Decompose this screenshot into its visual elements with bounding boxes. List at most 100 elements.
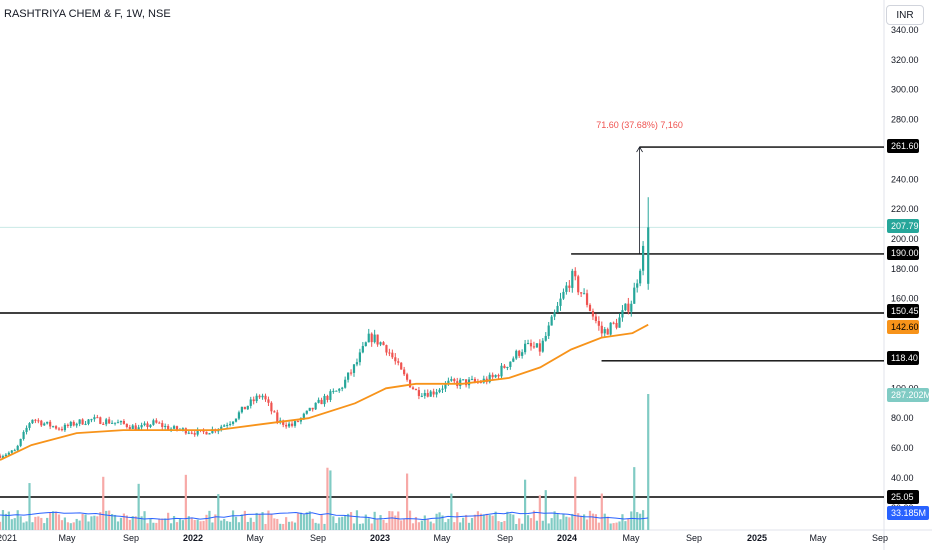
candle-body bbox=[580, 292, 583, 294]
volume-bar bbox=[81, 513, 84, 530]
candle-body bbox=[282, 420, 285, 425]
volume-bar bbox=[90, 516, 93, 530]
volume-bar bbox=[296, 513, 300, 530]
candle-body bbox=[249, 399, 252, 406]
price-marker-bg bbox=[887, 506, 929, 520]
volume-bar bbox=[385, 522, 388, 530]
volume-bar bbox=[559, 519, 562, 530]
price-marker-label: 118.40 bbox=[891, 353, 918, 363]
candle-body bbox=[642, 245, 645, 271]
candle-body bbox=[500, 365, 503, 377]
candle-body bbox=[585, 293, 589, 305]
candle-body bbox=[137, 427, 140, 431]
volume-bar bbox=[500, 522, 503, 530]
candle-body bbox=[102, 423, 105, 425]
volume-bar bbox=[211, 522, 214, 530]
candle-body bbox=[441, 388, 444, 390]
candle-body bbox=[583, 293, 586, 295]
candle-body bbox=[258, 395, 261, 398]
candle-body bbox=[196, 429, 199, 435]
candle-body bbox=[341, 387, 344, 389]
currency-button[interactable]: INR bbox=[886, 5, 924, 25]
candle-body bbox=[344, 379, 347, 388]
candle-body bbox=[60, 429, 64, 431]
candle-body bbox=[311, 407, 314, 410]
volume-bar bbox=[591, 513, 595, 530]
price-tick-label: 60.00 bbox=[891, 443, 914, 453]
price-axis: 340.00320.00300.00280.00260.00240.00220.… bbox=[891, 25, 919, 513]
candle-body bbox=[574, 270, 577, 277]
volume-bar bbox=[22, 522, 25, 530]
volume-bar bbox=[63, 517, 66, 530]
volume-bar bbox=[40, 517, 43, 530]
candle-body bbox=[600, 325, 603, 334]
candle-body bbox=[491, 374, 494, 378]
candle-body bbox=[544, 335, 547, 341]
volume-bar bbox=[547, 523, 550, 530]
volume-bar bbox=[326, 467, 329, 530]
volume-bar bbox=[417, 522, 420, 530]
candle-body bbox=[338, 388, 341, 391]
volume-bar bbox=[72, 522, 75, 530]
volume-bar bbox=[87, 521, 90, 530]
price-marker-bg bbox=[887, 490, 919, 504]
candle-body bbox=[577, 276, 580, 293]
volume-bar bbox=[465, 514, 468, 530]
candle-body bbox=[323, 395, 326, 405]
volume-bar bbox=[282, 523, 285, 530]
volume-bar bbox=[320, 514, 323, 530]
candle-body bbox=[16, 445, 19, 451]
candle-body bbox=[128, 427, 131, 430]
candle-body bbox=[606, 329, 609, 335]
candle-body bbox=[435, 392, 438, 395]
volume-bar bbox=[125, 515, 128, 530]
candle-body bbox=[305, 410, 308, 414]
price-marker-label: 150.45 bbox=[891, 306, 919, 316]
volume-bar bbox=[246, 521, 249, 530]
candle-body bbox=[261, 395, 264, 398]
candle-body bbox=[591, 310, 595, 317]
price-marker-bg bbox=[887, 320, 919, 334]
candle-body bbox=[447, 380, 450, 384]
volume-ma-line bbox=[0, 511, 649, 521]
volume-bar bbox=[580, 515, 583, 530]
candle-body bbox=[143, 423, 146, 426]
volume-bar bbox=[403, 519, 406, 530]
candle-body bbox=[417, 390, 420, 396]
volume-bar bbox=[571, 513, 574, 530]
candle-body bbox=[140, 425, 143, 428]
volume-bar bbox=[512, 514, 515, 530]
volume-bar bbox=[583, 514, 586, 530]
candle-body bbox=[518, 350, 521, 356]
candle-body bbox=[358, 352, 361, 363]
volume-bar bbox=[473, 514, 477, 530]
candle-body bbox=[175, 426, 179, 430]
volume-bar bbox=[273, 518, 276, 530]
candle-body bbox=[459, 379, 462, 386]
volume-bar bbox=[184, 474, 187, 530]
candle-body bbox=[75, 423, 78, 426]
candle-body bbox=[603, 329, 606, 334]
volume-bar bbox=[361, 523, 364, 530]
candle-body bbox=[34, 419, 37, 421]
candle-body bbox=[167, 425, 170, 430]
volume-bar bbox=[485, 513, 488, 530]
time-tick-label: Sep bbox=[872, 533, 888, 543]
candle-body bbox=[349, 372, 353, 374]
volume-bar bbox=[299, 512, 302, 530]
price-marker-label: 142.60 bbox=[891, 322, 919, 332]
candle-body bbox=[379, 342, 382, 345]
volume-bar bbox=[627, 518, 630, 530]
candle-body bbox=[223, 425, 226, 427]
volume-bar bbox=[231, 510, 235, 530]
volume-bar bbox=[314, 522, 317, 530]
horizontal-levels bbox=[0, 146, 884, 498]
volume-bar bbox=[158, 518, 161, 530]
candle-body bbox=[391, 352, 394, 358]
candle-body bbox=[524, 343, 527, 353]
volume-bar bbox=[588, 510, 592, 530]
time-tick-label: Sep bbox=[310, 533, 326, 543]
candle-body bbox=[636, 283, 639, 288]
